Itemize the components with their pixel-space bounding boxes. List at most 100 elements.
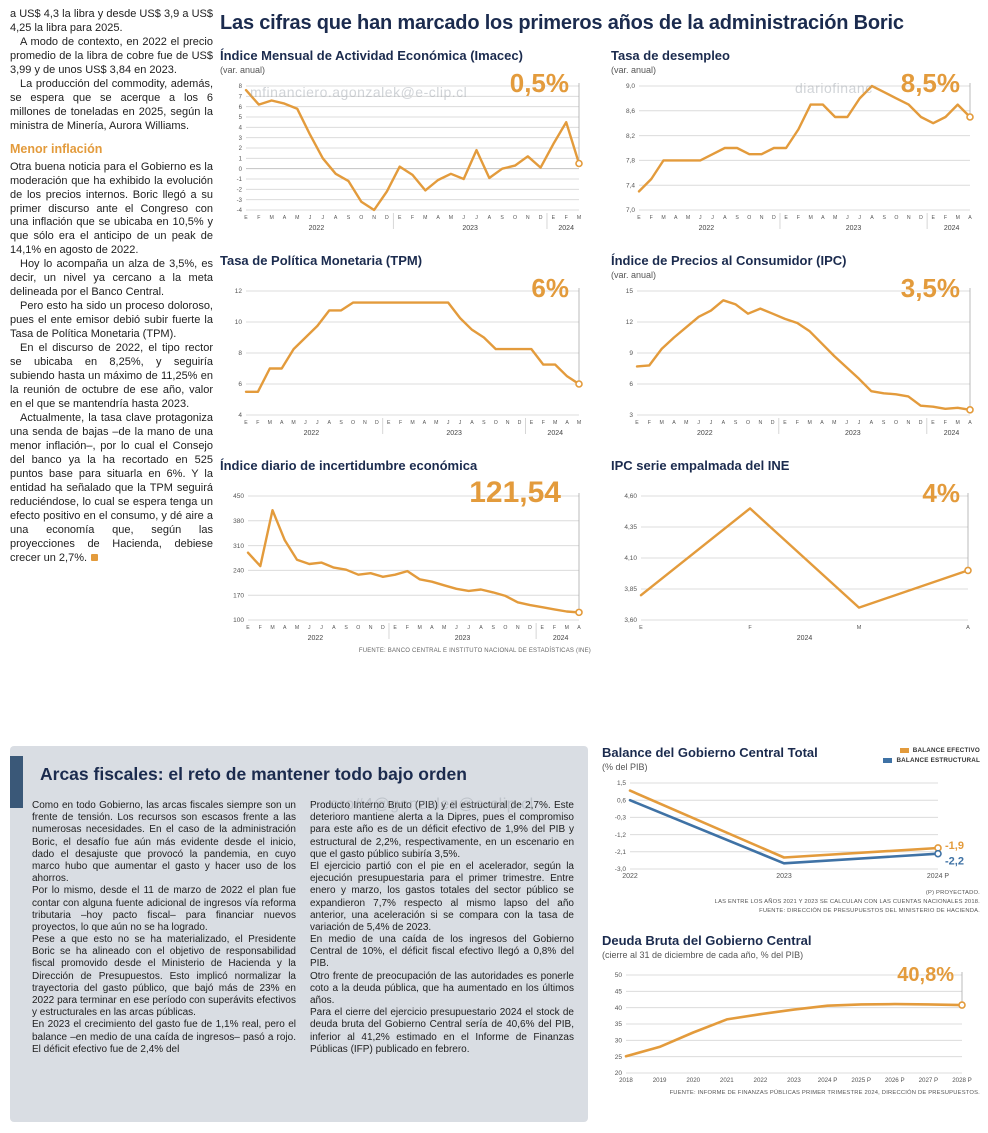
svg-text:D: D: [919, 420, 923, 426]
svg-text:O: O: [747, 215, 751, 221]
svg-text:J: J: [320, 625, 323, 631]
svg-text:M: M: [442, 625, 446, 631]
svg-text:J: J: [304, 420, 307, 426]
svg-text:N: N: [526, 215, 530, 221]
svg-text:2022: 2022: [622, 873, 638, 880]
imacec-line-chart: 8 7 6 5 4 3 2 1 0 -1 -2 -3 -4 E F M A M J J A S O N D E F M A M J J A S O N…: [220, 78, 591, 236]
svg-text:E: E: [540, 625, 544, 631]
fiscal-text-columns: Como en todo Gobierno, las arcas fiscale…: [32, 800, 574, 1056]
svg-text:450: 450: [233, 493, 244, 500]
article-inflation-paragraphs: Otra buena noticia para el Gobierno es l…: [10, 161, 213, 566]
svg-text:20: 20: [615, 1070, 623, 1077]
chart-subtitle: (cierre al 31 de diciembre de cada año, …: [602, 949, 804, 960]
svg-text:2022: 2022: [699, 225, 715, 232]
svg-text:O: O: [359, 215, 363, 221]
svg-text:2023: 2023: [787, 1077, 801, 1084]
svg-text:8: 8: [239, 84, 243, 90]
callout-imacec: 0,5%: [509, 67, 569, 98]
svg-text:O: O: [746, 420, 750, 426]
svg-text:-2: -2: [237, 187, 243, 193]
svg-text:A: A: [283, 215, 287, 221]
svg-text:5: 5: [239, 115, 243, 121]
svg-text:A: A: [722, 420, 726, 426]
charts-grid: Índice Mensual de Actividad Económica (I…: [220, 48, 982, 654]
legend-swatch-efectivo: [899, 748, 909, 753]
svg-text:380: 380: [233, 518, 244, 525]
svg-text:2021: 2021: [720, 1077, 734, 1084]
svg-text:6: 6: [238, 381, 242, 388]
paragraph: Otra buena noticia para el Gobierno es l…: [10, 160, 213, 257]
svg-text:J: J: [858, 215, 861, 221]
svg-text:E: E: [635, 420, 639, 426]
svg-text:D: D: [771, 420, 775, 426]
svg-text:E: E: [552, 215, 556, 221]
svg-text:E: E: [637, 215, 641, 221]
svg-text:3: 3: [239, 136, 243, 142]
chart-title: IPC serie empalmada del INE: [611, 457, 790, 473]
deuda-chart-card: Deuda Bruta del Gobierno Central (cierre…: [602, 933, 980, 1098]
svg-text:D: D: [385, 215, 389, 221]
svg-text:D: D: [375, 420, 379, 426]
paragraph: A modo de contexto, en 2022 el precio pr…: [10, 35, 213, 76]
chart-title: Índice de Precios al Consumidor (IPC): [611, 252, 847, 268]
svg-text:M: M: [833, 215, 837, 221]
chart-title: Deuda Bruta del Gobierno Central: [602, 933, 812, 948]
svg-text:E: E: [784, 215, 788, 221]
svg-text:M: M: [291, 420, 295, 426]
svg-text:F: F: [411, 215, 414, 221]
svg-text:D: D: [528, 625, 532, 631]
svg-text:35: 35: [615, 1021, 623, 1028]
svg-text:F: F: [256, 420, 259, 426]
svg-text:J: J: [309, 215, 312, 221]
svg-text:J: J: [462, 215, 465, 221]
svg-text:J: J: [447, 420, 450, 426]
svg-text:6: 6: [239, 105, 243, 111]
svg-text:8: 8: [238, 350, 242, 357]
fiscal-section-panel: Arcas fiscales: el reto de mantener todo…: [10, 746, 588, 1122]
chart-card-desempleo: Tasa de desempleo (var. anual) 8,5% 9,0 8…: [611, 48, 982, 236]
svg-text:9,0: 9,0: [626, 83, 635, 90]
svg-text:F: F: [553, 625, 556, 631]
svg-text:F: F: [406, 625, 409, 631]
svg-text:E: E: [398, 215, 402, 221]
svg-text:2024 P: 2024 P: [927, 873, 950, 880]
chart-title: Tasa de desempleo: [611, 48, 730, 63]
svg-text:D: D: [539, 215, 543, 221]
svg-text:S: S: [339, 420, 343, 426]
svg-text:N: N: [369, 625, 373, 631]
svg-text:N: N: [363, 420, 367, 426]
paragraph: Actualmente, la tasa clave protagoniza u…: [10, 412, 213, 564]
svg-text:4,60: 4,60: [624, 493, 637, 500]
svg-text:-3,0: -3,0: [615, 866, 627, 873]
svg-text:8,6: 8,6: [626, 108, 635, 115]
svg-text:15: 15: [626, 288, 634, 295]
svg-text:12: 12: [235, 288, 243, 295]
svg-text:E: E: [530, 420, 534, 426]
svg-text:-4: -4: [237, 208, 243, 214]
svg-text:F: F: [565, 215, 568, 221]
legend: BALANCE EFECTIVO BALANCE ESTRUCTURAL: [883, 747, 980, 767]
svg-text:J: J: [845, 420, 848, 426]
svg-text:S: S: [882, 420, 886, 426]
svg-text:F: F: [257, 215, 260, 221]
svg-text:A: A: [328, 420, 332, 426]
svg-text:F: F: [542, 420, 545, 426]
chart-source: FUENTE: INFORME DE FINANZAS PÚBLICAS PRI…: [669, 1089, 980, 1096]
svg-text:N: N: [372, 215, 376, 221]
svg-text:4: 4: [239, 125, 243, 131]
svg-text:M: M: [956, 215, 960, 221]
svg-text:0,6: 0,6: [617, 797, 626, 804]
chart-card-tpm: Tasa de Política Monetaria (TPM) 6% 12 10…: [220, 253, 591, 441]
svg-text:F: F: [797, 215, 800, 221]
chart-subtitle: (% del PIB): [602, 761, 648, 772]
paragraph: La producción del commodity, además, se …: [10, 77, 213, 132]
svg-text:N: N: [760, 215, 764, 221]
balance-chart-card: Balance del Gobierno Central Total (% de…: [602, 745, 980, 917]
svg-text:-2,1: -2,1: [615, 849, 627, 856]
svg-text:A: A: [470, 420, 474, 426]
chart-footnotes: (P) PROYECTADO. LAS ENTRE LOS AÑOS 2021 …: [602, 889, 980, 917]
svg-text:2023: 2023: [846, 225, 862, 232]
svg-text:F: F: [944, 420, 947, 426]
svg-text:S: S: [344, 625, 348, 631]
svg-text:2022: 2022: [697, 430, 713, 437]
